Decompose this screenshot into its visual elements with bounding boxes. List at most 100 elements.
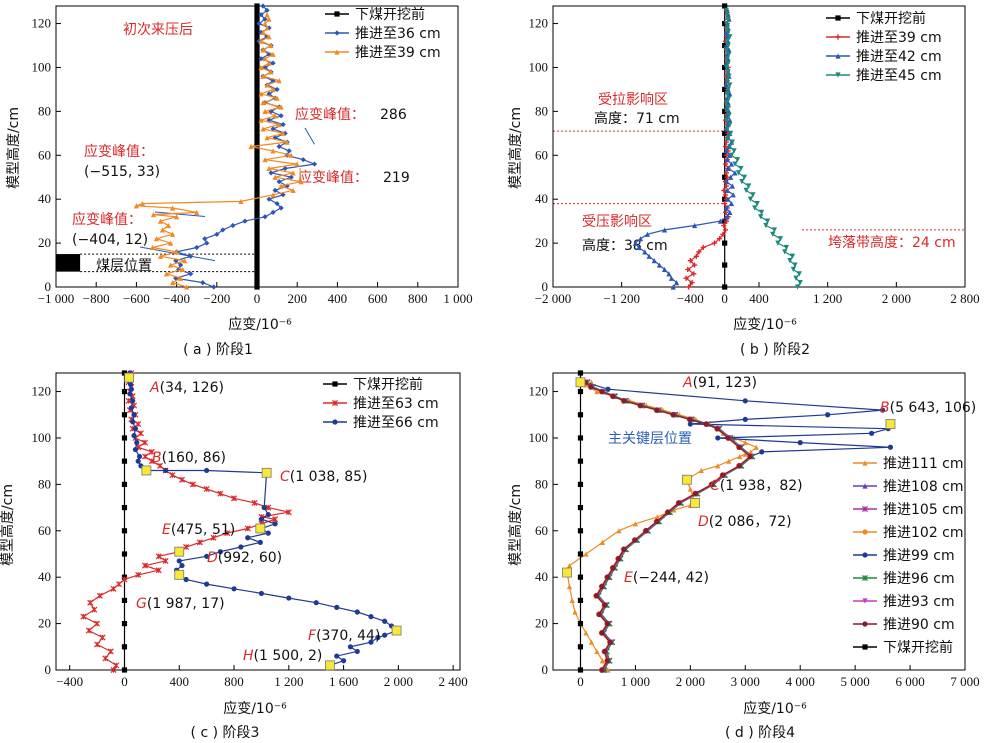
data-point (775, 240, 781, 246)
data-point (254, 117, 260, 123)
data-point (282, 130, 288, 136)
data-point (717, 218, 723, 224)
key-point-letter: G (136, 596, 147, 612)
key-point-letter: C (280, 469, 290, 485)
data-point (188, 253, 194, 259)
data-point (231, 586, 237, 592)
data-point (725, 165, 731, 172)
series-line-1 (174, 5, 317, 288)
data-point (183, 543, 190, 551)
data-point (696, 249, 702, 255)
data-point (722, 200, 728, 207)
panel-a-caption: ( a ) 阶段1 (183, 342, 253, 358)
series-line-2 (136, 14, 302, 288)
data-point (285, 509, 292, 516)
data-point (723, 152, 729, 158)
data-point (734, 157, 741, 163)
data-point (254, 121, 260, 128)
data-point (169, 280, 176, 286)
data-point (752, 205, 758, 211)
key-point-letter: A (149, 380, 160, 396)
data-point (264, 135, 270, 141)
data-point (184, 284, 190, 290)
data-point (723, 64, 729, 71)
data-point (725, 86, 731, 93)
data-point (94, 641, 101, 648)
data-point (254, 139, 260, 145)
data-point (254, 12, 260, 18)
data-point (210, 534, 217, 541)
data-point (286, 595, 292, 601)
data-point (796, 271, 802, 277)
data-point (698, 467, 704, 474)
data-point (709, 481, 715, 487)
data-point (270, 60, 276, 66)
data-point (783, 244, 790, 251)
data-point (260, 3, 266, 9)
data-point (577, 370, 584, 376)
data-point (616, 528, 622, 534)
data-point (270, 78, 276, 84)
data-point (254, 143, 260, 150)
data-point (724, 91, 730, 97)
data-point (666, 271, 672, 277)
data-point (178, 262, 184, 268)
peak2-leader (299, 167, 302, 182)
data-point (270, 86, 276, 93)
data-point (258, 590, 265, 597)
data-point (254, 7, 260, 13)
panel-c: ( c ) 阶段3 应变/10⁻⁶ 模型高度/cm −400 0 400 800 1 2… (0, 369, 468, 741)
data-point (121, 551, 128, 557)
data-point (670, 284, 676, 290)
data-point (715, 463, 721, 469)
data-point (789, 253, 796, 259)
data-point (262, 64, 268, 71)
data-point (238, 544, 244, 550)
key-point-coord: (−244, 42) (633, 570, 709, 586)
data-point (284, 139, 290, 145)
data-point (720, 231, 726, 237)
panel-d: ( d ) 阶段4 应变/10⁻⁶ 模型高度/cm 主关键层位置 0 1 000 2… (507, 370, 980, 741)
data-point (727, 117, 733, 123)
data-point (204, 240, 210, 246)
data-point (254, 148, 260, 154)
key-point-label: B(160, 86) (152, 450, 226, 466)
data-point (87, 599, 94, 606)
data-point (732, 170, 738, 176)
panel-a-ylabel: 模型高度/cm (5, 107, 22, 189)
key-point-marker (261, 467, 272, 478)
key-point-coord: (1 987, 17) (147, 596, 225, 612)
data-point (610, 393, 616, 399)
data-point (723, 183, 729, 189)
data-point (270, 51, 276, 57)
data-point (725, 435, 731, 441)
data-point (724, 187, 730, 194)
data-point (722, 130, 728, 136)
data-point (577, 620, 584, 627)
data-point (258, 38, 264, 44)
key-point-marker (124, 372, 135, 383)
y-tick-label: 60 (38, 147, 51, 162)
key-point-label: C(1 038, 85) (280, 469, 368, 485)
data-point (723, 139, 729, 145)
x-tick-label: 2 000 (676, 674, 705, 689)
data-point (727, 82, 733, 88)
data-point (254, 3, 260, 9)
key-point-coord: (1 500, 2) (254, 648, 323, 664)
key-point-marker (575, 377, 586, 388)
data-point (615, 556, 621, 562)
panel-d-key-layer: 主关键层位置 (608, 431, 692, 447)
data-point (792, 262, 798, 268)
panel-b: ( b ) 阶段2 应变/10⁻⁶ 模型高度/cm 受拉影响区 高度：71 cm… (507, 3, 980, 358)
data-point (722, 143, 729, 150)
key-point-letter: H (243, 648, 254, 664)
data-point (311, 161, 318, 167)
key-point-letter: D (207, 550, 218, 566)
data-point (286, 148, 292, 154)
x-tick-label: 1 000 (621, 674, 650, 689)
data-point (686, 284, 692, 290)
data-point (254, 86, 260, 93)
y-tick-label: 120 (32, 384, 52, 399)
data-point (742, 440, 748, 446)
data-point (188, 271, 194, 277)
